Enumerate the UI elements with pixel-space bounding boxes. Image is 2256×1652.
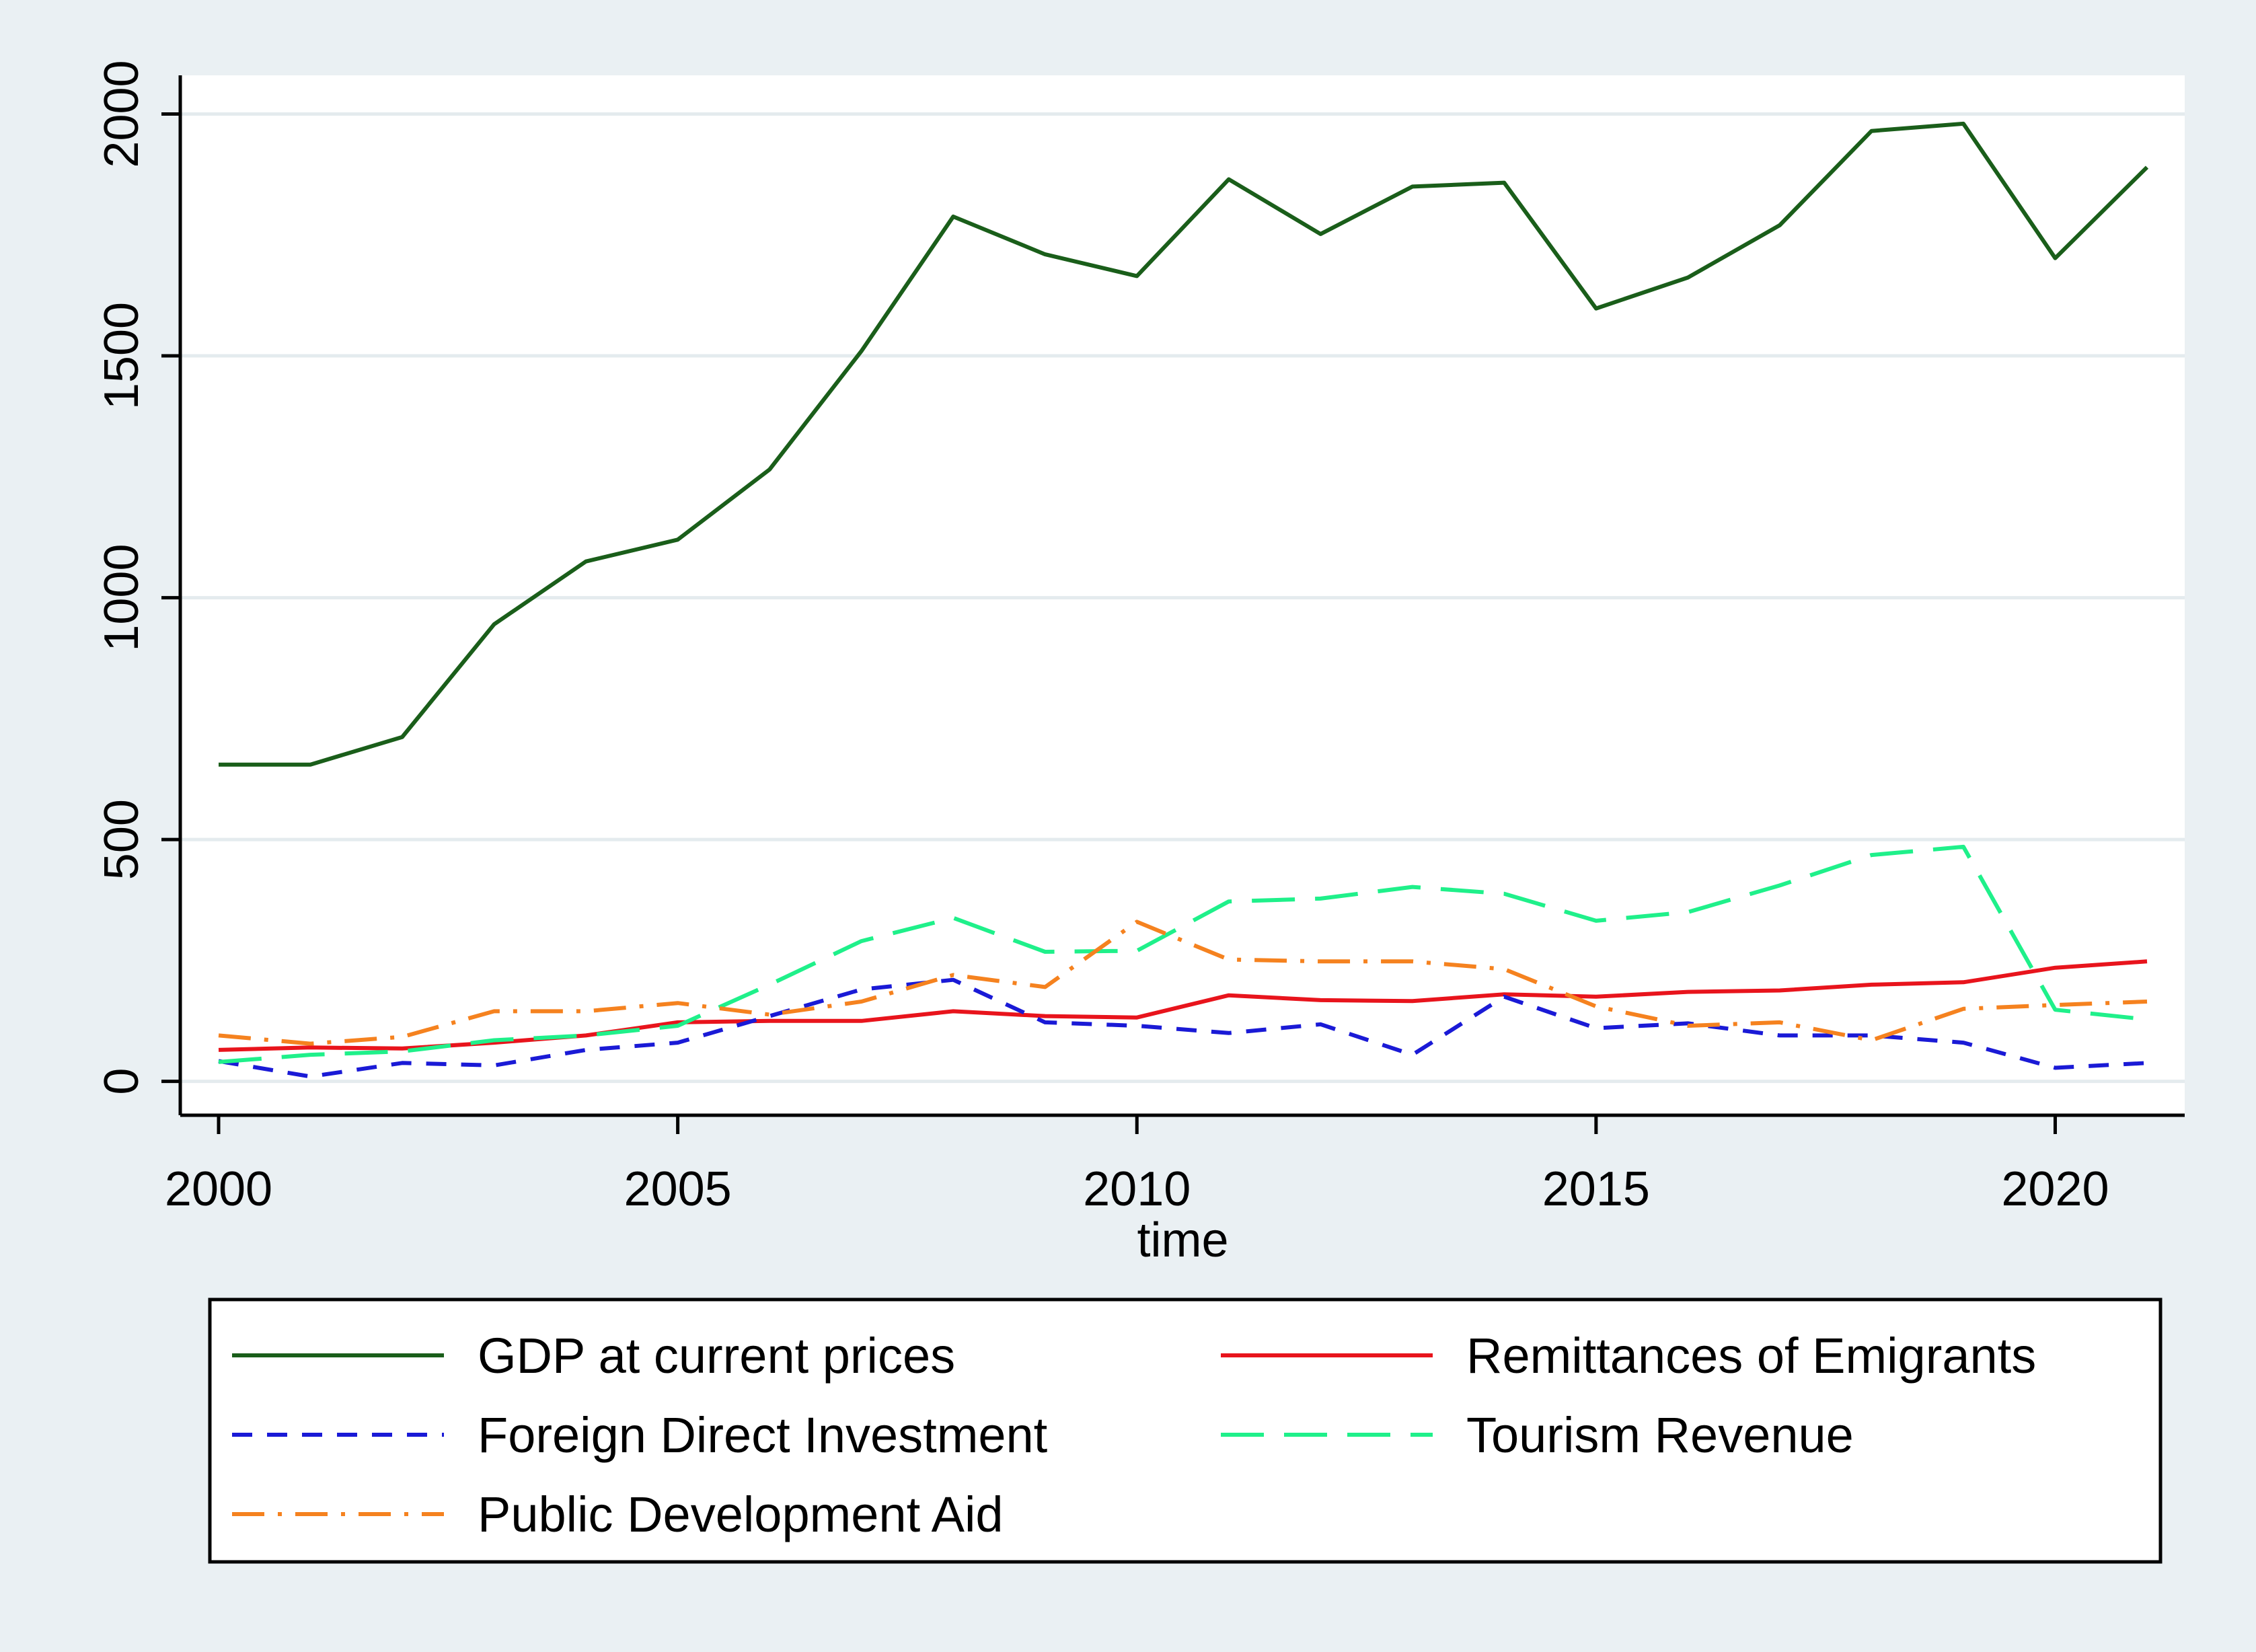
legend-label-2: Foreign Direct Investment (478, 1407, 1048, 1463)
y-tick-label-2000: 2000 (95, 60, 149, 167)
y-tick-label-500: 500 (95, 799, 149, 880)
series-line-3 (218, 844, 2148, 1064)
legend: GDP at current prices Remittances of Emig… (208, 1298, 2163, 1564)
axes (178, 75, 2185, 1117)
x-axis-title: time (1137, 1213, 1228, 1267)
x-tick-label-2005: 2005 (624, 1162, 732, 1216)
x-tick-label-2010: 2010 (1083, 1162, 1191, 1216)
y-tick-label-0: 0 (95, 1068, 149, 1095)
gridlines (180, 112, 2185, 1084)
legend-label-4: Public Development Aid (478, 1487, 1004, 1542)
x-tick-label-2015: 2015 (1542, 1162, 1650, 1216)
series-line-2 (218, 977, 2148, 1079)
series-line-0 (219, 121, 2149, 767)
x-tick-label-2000: 2000 (165, 1162, 272, 1216)
series-lines (218, 121, 2149, 1079)
legend-box (208, 1298, 2163, 1564)
series-line-4 (218, 919, 2148, 1046)
y-tick-label-1500: 1500 (95, 302, 149, 410)
plot-background (180, 75, 2185, 1115)
y-tick-label-1000: 1000 (95, 544, 149, 652)
legend-label-0: GDP at current prices (478, 1328, 955, 1384)
legend-label-3: Tourism Revenue (1466, 1407, 1854, 1463)
x-tick-label-2020: 2020 (2001, 1162, 2109, 1216)
x-axis-ticks: 2000 2005 2010 2015 2020 (165, 1115, 2109, 1216)
legend-label-1: Remittances of Emigrants (1466, 1328, 2036, 1384)
y-axis-ticks: 0 500 1000 1500 2000 (95, 60, 180, 1095)
